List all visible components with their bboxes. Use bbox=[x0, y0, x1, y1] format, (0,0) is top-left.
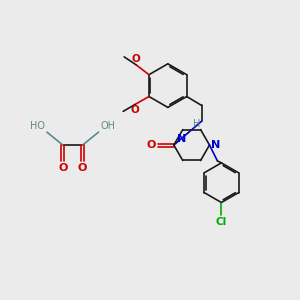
Text: O: O bbox=[132, 54, 140, 64]
Text: O: O bbox=[131, 105, 140, 116]
Text: O: O bbox=[78, 163, 87, 173]
Text: HO: HO bbox=[30, 121, 45, 131]
Text: O: O bbox=[58, 163, 68, 173]
Text: H: H bbox=[193, 119, 200, 129]
Text: O: O bbox=[147, 140, 156, 150]
Text: N: N bbox=[212, 140, 221, 150]
Text: N: N bbox=[178, 134, 187, 144]
Text: OH: OH bbox=[100, 121, 116, 131]
Text: Cl: Cl bbox=[216, 218, 227, 227]
